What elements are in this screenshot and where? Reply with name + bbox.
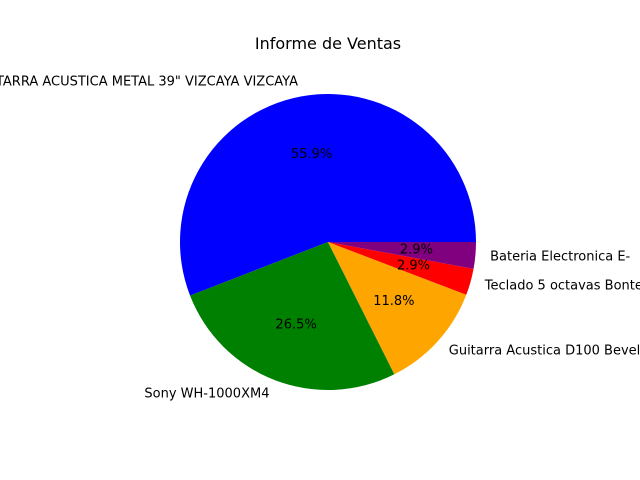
pct-label-1: 26.5%: [275, 317, 316, 332]
pct-label-2: 11.8%: [373, 294, 414, 309]
slice-label-1: Sony WH-1000XM4: [144, 386, 269, 401]
pie-slice-1: [190, 242, 395, 390]
pie-slice-0: [180, 93, 476, 296]
pie-labels: GUITARRA ACUSTICA METAL 39" VIZCAYA VIZC…: [0, 74, 640, 401]
pct-label-3: 2.9%: [397, 258, 430, 273]
pct-label-4: 2.9%: [400, 243, 433, 258]
pie-slices: [180, 93, 476, 390]
slice-label-4: Bateria Electronica E-: [490, 249, 630, 264]
chart-title: Informe de Ventas: [255, 34, 401, 53]
slice-label-0: GUITARRA ACUSTICA METAL 39" VIZCAYA VIZC…: [0, 74, 298, 89]
pie-slice-3: [328, 242, 474, 295]
pie-slice-2: [328, 242, 467, 375]
pie-slice-4: [328, 242, 476, 269]
slice-label-3: Teclado 5 octavas Bontempi: [484, 278, 640, 293]
pct-label-0: 55.9%: [291, 147, 332, 162]
slice-label-2: Guitarra Acustica D100 Bevel: [449, 344, 640, 359]
